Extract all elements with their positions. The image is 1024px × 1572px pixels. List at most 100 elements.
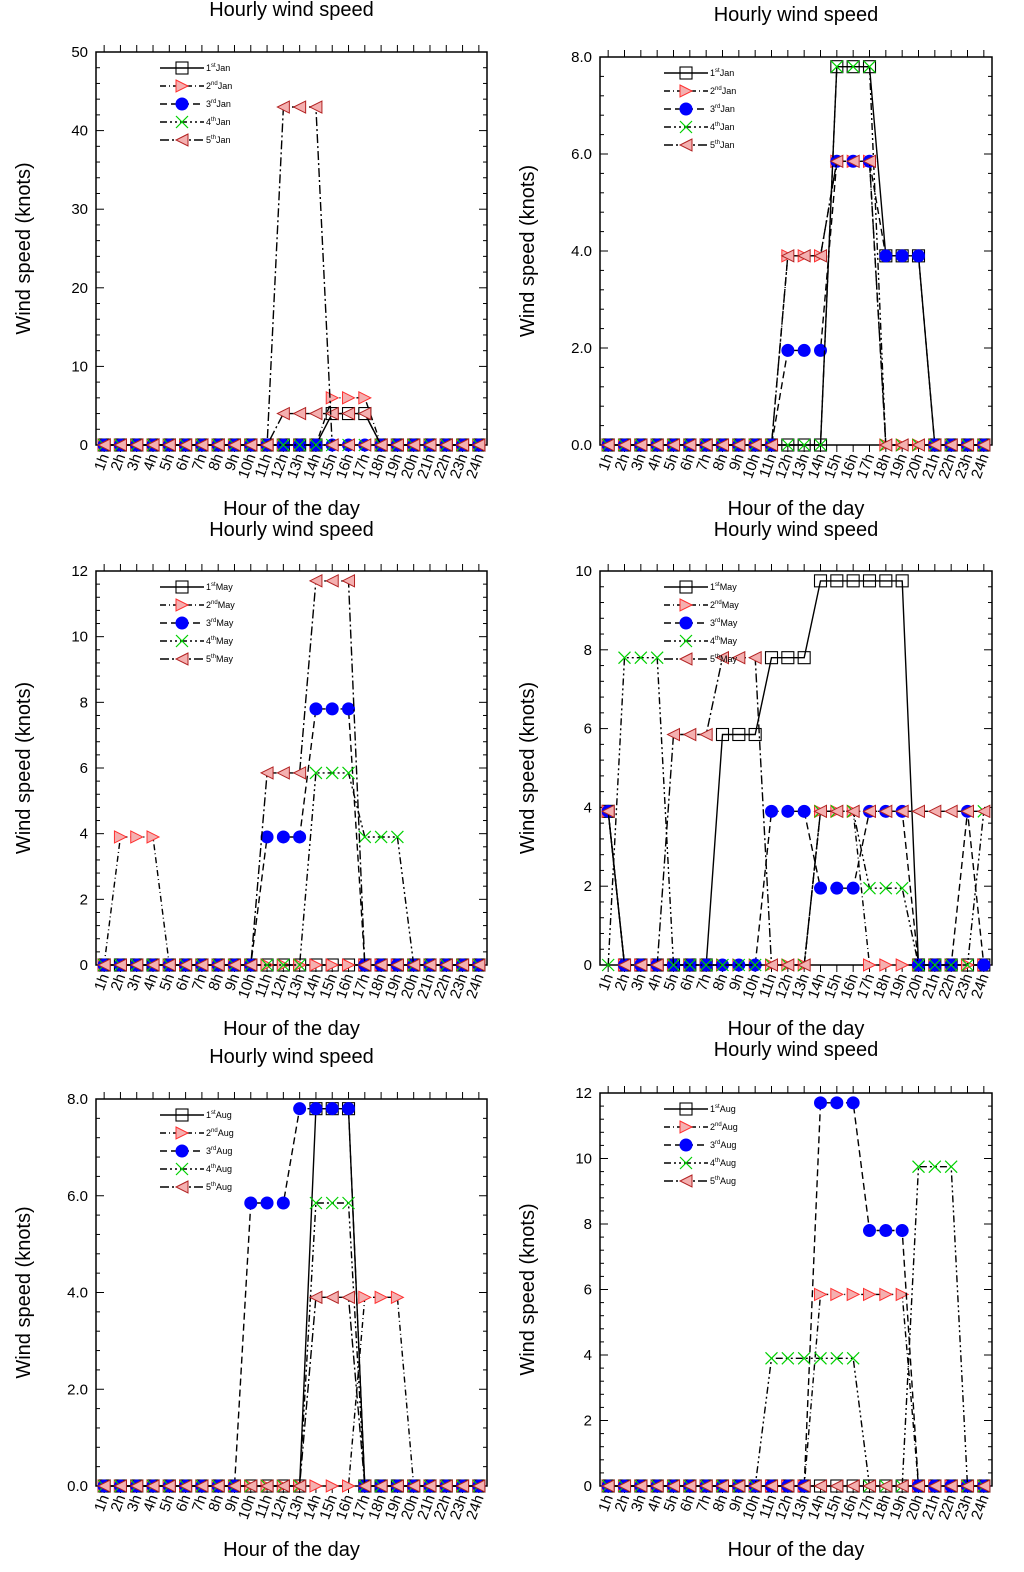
- y-tick-label: 8: [584, 1216, 592, 1233]
- data-point: [406, 958, 421, 972]
- series-4: [97, 1196, 486, 1493]
- legend-label-month: Aug: [216, 1182, 232, 1192]
- data-point: [309, 1196, 323, 1210]
- data-point: [259, 438, 274, 452]
- legend-label: 1stMay: [206, 582, 233, 592]
- legend-label-number: 1: [710, 1104, 715, 1114]
- data-point: [732, 958, 746, 972]
- y-tick-label: 8.0: [67, 1091, 88, 1108]
- legend-label-month: Jan: [720, 140, 735, 150]
- panel-5: Hourly wind speed 0.0 2.0 4.0 6.0 8.0 1h2h3h4h…: [13, 1046, 488, 1561]
- y-tick-label: 12: [71, 563, 88, 580]
- data-point: [863, 60, 876, 74]
- data-point: [97, 438, 111, 452]
- legend-label-sup: st: [211, 582, 216, 588]
- legend-label-sup: th: [211, 654, 216, 660]
- legend-label: 1stMay: [710, 582, 737, 592]
- series-3: [601, 1096, 991, 1493]
- data-point: [846, 881, 860, 895]
- y-tick-label: 4: [584, 799, 592, 816]
- data-point: [358, 830, 372, 844]
- legend-item: 5thMay: [160, 652, 234, 666]
- legend-label-number: 2: [206, 600, 211, 610]
- plot-frame: [95, 570, 488, 966]
- legend-label-sup: th: [715, 1158, 720, 1164]
- series-2: [601, 804, 991, 972]
- data-point: [748, 650, 762, 665]
- data-point: [325, 702, 339, 716]
- y-tick-label: 6: [584, 721, 592, 738]
- data-point: [358, 391, 372, 405]
- legend-label-number: 5: [710, 140, 715, 150]
- y-tick-label: 0: [584, 1478, 592, 1495]
- data-point: [830, 1096, 844, 1110]
- legend-label: 4thAug: [710, 1158, 736, 1168]
- data-point: [309, 438, 323, 452]
- data-point: [716, 958, 729, 972]
- data-point: [211, 1479, 225, 1493]
- legend-label-number: 2: [710, 1122, 715, 1132]
- data-point: [878, 438, 893, 452]
- data-point: [342, 391, 356, 405]
- data-point: [325, 574, 339, 588]
- x-tick-label: 6h: [173, 1493, 195, 1514]
- x-axis-label: Hour of the day: [223, 1539, 360, 1561]
- x-tick-label: 6h: [677, 972, 699, 993]
- data-point: [976, 1479, 991, 1493]
- y-tick-label: 6.0: [67, 1188, 88, 1205]
- series-line: [608, 160, 984, 446]
- legend-label-sup: th: [715, 636, 720, 642]
- legend-label: 3rdAug: [710, 1140, 736, 1150]
- data-point: [846, 1287, 861, 1302]
- x-tick-label: 1h: [91, 452, 113, 473]
- data-point: [243, 1479, 258, 1493]
- y-tick-label: 30: [71, 201, 88, 218]
- legend-marker: [174, 133, 189, 147]
- data-point: [373, 1479, 388, 1493]
- x-tick-label: 2h: [612, 972, 634, 993]
- legend-label: 5thAug: [206, 1182, 232, 1192]
- data-point: [358, 1290, 372, 1305]
- legend-label-number: 5: [206, 1182, 211, 1192]
- data-point: [292, 406, 307, 421]
- data-point: [944, 958, 958, 972]
- legend-label-number: 4: [710, 122, 715, 132]
- legend-label-month: Jan: [218, 81, 233, 91]
- data-point: [895, 249, 909, 263]
- x-tick-label: 1h: [595, 452, 617, 473]
- data-point: [911, 1479, 925, 1493]
- data-point: [879, 1287, 893, 1302]
- legend-marker: [679, 1102, 693, 1116]
- data-point: [309, 1479, 324, 1493]
- data-point: [471, 958, 486, 972]
- y-tick-label: 2.0: [67, 1381, 88, 1398]
- data-point: [830, 60, 844, 74]
- data-point: [374, 830, 388, 844]
- plot-frame: [599, 1092, 993, 1487]
- legend-item: 1stJan: [664, 66, 734, 80]
- data-point: [276, 958, 290, 972]
- x-tick-label: 6h: [677, 1493, 699, 1514]
- x-tick-label: 9h: [222, 972, 244, 993]
- x-tick-label: 7h: [189, 452, 211, 473]
- series-line: [608, 160, 984, 446]
- data-point: [764, 651, 779, 665]
- data-point: [162, 1479, 176, 1493]
- x-axis-label: Hour of the day: [223, 1018, 360, 1040]
- data-point: [748, 438, 762, 452]
- data-point: [928, 958, 942, 972]
- data-point: [650, 958, 664, 972]
- data-point: [145, 1479, 160, 1493]
- legend-label-sup: th: [211, 1182, 216, 1188]
- data-point: [390, 438, 404, 452]
- series-3: [601, 804, 991, 972]
- x-tick-label: 3h: [628, 452, 650, 473]
- data-point: [260, 958, 274, 972]
- legend-item: 4thAug: [160, 1162, 232, 1176]
- data-point: [780, 249, 795, 263]
- legend-marker: [175, 580, 189, 594]
- data-point: [878, 1479, 893, 1493]
- x-axis-label: Hour of the day: [728, 1539, 865, 1561]
- legend-marker: [174, 652, 189, 666]
